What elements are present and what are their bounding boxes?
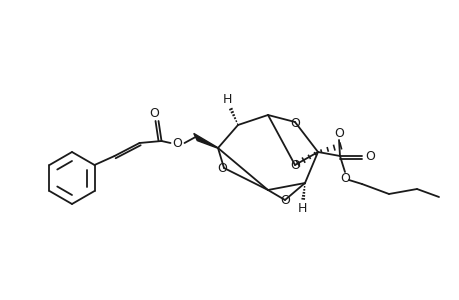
Text: O: O <box>149 106 159 119</box>
Text: O: O <box>290 158 299 172</box>
Text: H: H <box>222 92 231 106</box>
Polygon shape <box>193 134 218 148</box>
Text: O: O <box>333 127 343 140</box>
Text: O: O <box>172 136 182 149</box>
Text: H: H <box>297 202 306 214</box>
Text: O: O <box>364 149 374 163</box>
Text: O: O <box>280 194 289 206</box>
Text: O: O <box>290 116 299 130</box>
Text: O: O <box>339 172 349 184</box>
Text: O: O <box>217 161 226 175</box>
